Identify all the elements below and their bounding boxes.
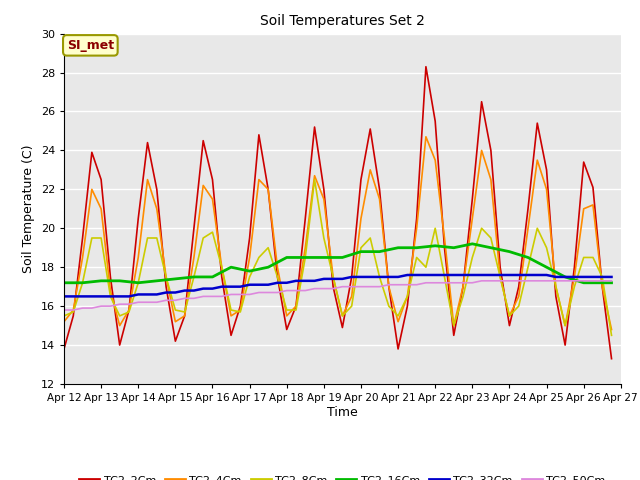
- X-axis label: Time: Time: [327, 406, 358, 419]
- Y-axis label: Soil Temperature (C): Soil Temperature (C): [22, 144, 35, 273]
- Title: Soil Temperatures Set 2: Soil Temperatures Set 2: [260, 14, 425, 28]
- Legend: TC2_2Cm, TC2_4Cm, TC2_8Cm, TC2_16Cm, TC2_32Cm, TC2_50Cm: TC2_2Cm, TC2_4Cm, TC2_8Cm, TC2_16Cm, TC2…: [75, 471, 610, 480]
- Text: SI_met: SI_met: [67, 39, 114, 52]
